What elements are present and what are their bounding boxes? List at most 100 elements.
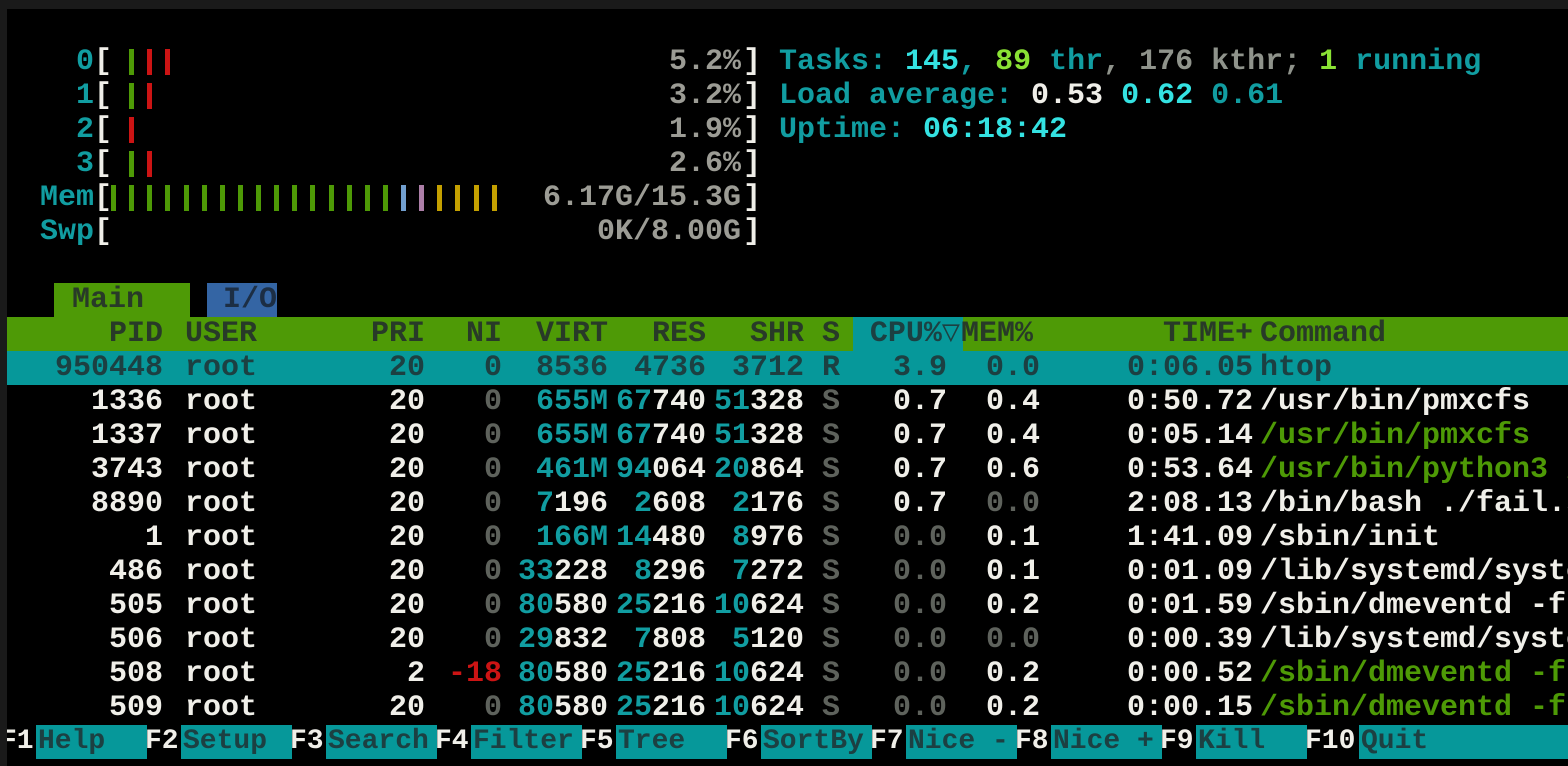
column-header-res[interactable]: RES — [651, 317, 706, 351]
cell-command: /sbin/dmeventd -f — [1260, 657, 1567, 691]
tasks-summary: Tasks: 145, 89 thr, 176 kthr; 1 running — [0, 45, 1568, 79]
cell-shr: 10624 — [714, 589, 804, 623]
fn-key-f3[interactable]: F3 — [290, 726, 324, 757]
column-header-s[interactable]: S — [822, 317, 841, 351]
fn-label-quit[interactable]: Quit — [1359, 725, 1568, 759]
tab-i-o[interactable]: I/O — [207, 283, 277, 317]
cell-ni: 0 — [483, 385, 502, 419]
cell-virt-part: 80 — [517, 691, 554, 725]
column-header-pid[interactable]: PID — [108, 317, 163, 351]
cell-res: 4736 — [634, 351, 706, 385]
summary-part: 89 — [995, 45, 1032, 79]
column-header-user[interactable]: USER — [185, 317, 258, 351]
fn-label-kill[interactable]: Kill — [1196, 725, 1307, 759]
fn-label-sortby[interactable]: SortBy — [761, 725, 872, 759]
cell-cpu: 0.7 — [892, 487, 947, 521]
meter-label: 0 — [75, 45, 94, 79]
cell-virt: 7196 — [536, 487, 608, 521]
cell-virt: 80580 — [518, 691, 608, 725]
column-header-pri[interactable]: PRI — [370, 317, 425, 351]
fn-key-f5[interactable]: F5 — [580, 726, 614, 757]
meter-open-bracket: [ — [94, 147, 113, 181]
cell-shr: 51328 — [714, 385, 804, 419]
summary-part: thr — [1031, 45, 1104, 79]
fn-label-setup[interactable]: Setup — [181, 725, 292, 759]
tab-main[interactable]: Main — [54, 283, 190, 317]
table-row[interactable]: 506 root 20 0 S 0.0 0.0 29832 7808 5120 0:00.39/li… — [0, 623, 1568, 657]
column-header-shr[interactable]: SHR — [749, 317, 804, 351]
column-header-virt[interactable]: VIRT — [535, 317, 608, 351]
summary-part: 0.62 — [1121, 79, 1194, 113]
meter-bar-green — [274, 185, 280, 211]
cell-cpu: 0.0 — [892, 555, 947, 589]
fn-label-search[interactable]: Search — [326, 725, 437, 759]
cpu-meter-1: 1[] 3.2% — [0, 79, 1568, 113]
cell-virt-part: 580 — [553, 657, 608, 691]
table-row[interactable]: 509 root 20 0 S 0.0 0.2 80580 25216 10624 0:00.15/… — [0, 691, 1568, 725]
table-row[interactable]: 486 root 20 0 S 0.0 0.1 33228 8296 7272 0:01.09/li… — [0, 555, 1568, 589]
cell-shr-part: 10 — [713, 657, 750, 691]
cell-res: 2608 — [634, 487, 706, 521]
fn-label-tree[interactable]: Tree — [616, 725, 727, 759]
fn-key-f7[interactable]: F7 — [870, 726, 904, 757]
fn-label-help[interactable]: Help — [36, 725, 147, 759]
cell-s: S — [822, 419, 841, 453]
column-header-cmd[interactable]: Command — [1260, 317, 1387, 351]
fn-key-f6[interactable]: F6 — [725, 726, 759, 757]
fn-label-nice-[interactable]: Nice - — [906, 725, 1017, 759]
cell-user: root — [185, 453, 258, 487]
fn-key-f8[interactable]: F8 — [1015, 726, 1049, 757]
column-header-ni[interactable]: NI — [465, 317, 502, 351]
fn-key-f2[interactable]: F2 — [145, 726, 179, 757]
cell-res-part: 4736 — [633, 351, 706, 385]
table-row[interactable]: 1336 root 20 0 S 0.7 0.4 655M 67740 51328 0:50.72/… — [0, 385, 1568, 419]
summary-part: Uptime: — [779, 113, 924, 147]
memory-meter: Mem[] 6.17G/15.3G — [0, 181, 1568, 215]
meter-bar-green — [219, 185, 225, 211]
column-header-cpu[interactable]: CPU%▽ — [869, 317, 960, 351]
fn-key-f4[interactable]: F4 — [435, 726, 469, 757]
cell-pri: 20 — [388, 589, 425, 623]
meter-bar-purple — [419, 185, 425, 211]
cell-mem: 0.2 — [985, 589, 1040, 623]
cell-shr: 20864 — [714, 453, 804, 487]
table-row[interactable]: 505 root 20 0 S 0.0 0.2 80580 25216 10624 0:01.59/… — [0, 589, 1568, 623]
sort-column-highlight — [853, 317, 963, 351]
cell-shr-part: 7 — [731, 555, 750, 589]
fn-key-f10[interactable]: F10 — [1305, 726, 1356, 757]
cell-res-part: 25 — [615, 657, 652, 691]
summary-part: running — [1337, 45, 1482, 79]
meter-bar-green — [129, 83, 134, 109]
cell-pid: 8890 — [90, 487, 163, 521]
table-row[interactable]: 8890 root 20 0 S 0.7 0.0 7196 2608 2176 2:08.13/bi… — [0, 487, 1568, 521]
meter-label: 1 — [75, 79, 94, 113]
fn-label-nice-[interactable]: Nice + — [1051, 725, 1162, 759]
tab-label: I/O — [223, 283, 278, 317]
meter-bar-green — [310, 185, 316, 211]
column-header-time[interactable]: TIME+ — [1162, 317, 1253, 351]
table-row[interactable]: 1337 root 20 0 S 0.7 0.4 655M 67740 51328 0:05.14/… — [0, 419, 1568, 453]
table-row[interactable]: 1 root 20 0 S 0.0 0.1 166M 14480 8976 1:41.09/sbin… — [0, 521, 1568, 555]
meter-open-bracket: [ — [94, 79, 113, 113]
cell-time: 0:06.05 — [1126, 351, 1253, 385]
table-row[interactable]: 3743 root 20 0 S 0.7 0.6 461M 94064 20864 0:53.64/… — [0, 453, 1568, 487]
meter-bar-green — [165, 185, 171, 211]
fn-key-f9[interactable]: F9 — [1160, 726, 1194, 757]
table-row[interactable]: 508 root 2 -18 S 0.0 0.2 80580 25216 10624 0:00.52… — [0, 657, 1568, 691]
column-header-mem[interactable]: MEM% — [961, 317, 1034, 351]
cell-shr: 3712 — [732, 351, 804, 385]
cell-shr-part: 3712 — [731, 351, 804, 385]
summary-part: 1 — [1319, 45, 1338, 79]
meter-value: 1.9% — [668, 113, 741, 147]
cell-time: 0:50.72 — [1126, 385, 1253, 419]
cell-pri: 20 — [388, 487, 425, 521]
table-row[interactable]: 950448 root 20 0 R 3.9 0.0 8536 4736 3712 0:06.05 h… — [0, 351, 1568, 385]
cell-res: 8296 — [634, 555, 706, 589]
cell-virt-part: 580 — [553, 691, 608, 725]
cell-virt: 80580 — [518, 657, 608, 691]
cell-res-part: 064 — [651, 453, 706, 487]
cell-command: /bin/bash ./fail.sh — [1260, 487, 1568, 521]
meter-bar-red — [147, 151, 153, 177]
fn-label-filter[interactable]: Filter — [471, 725, 582, 759]
swap-meter: Swp[] 0K/8.00G — [0, 215, 1568, 249]
